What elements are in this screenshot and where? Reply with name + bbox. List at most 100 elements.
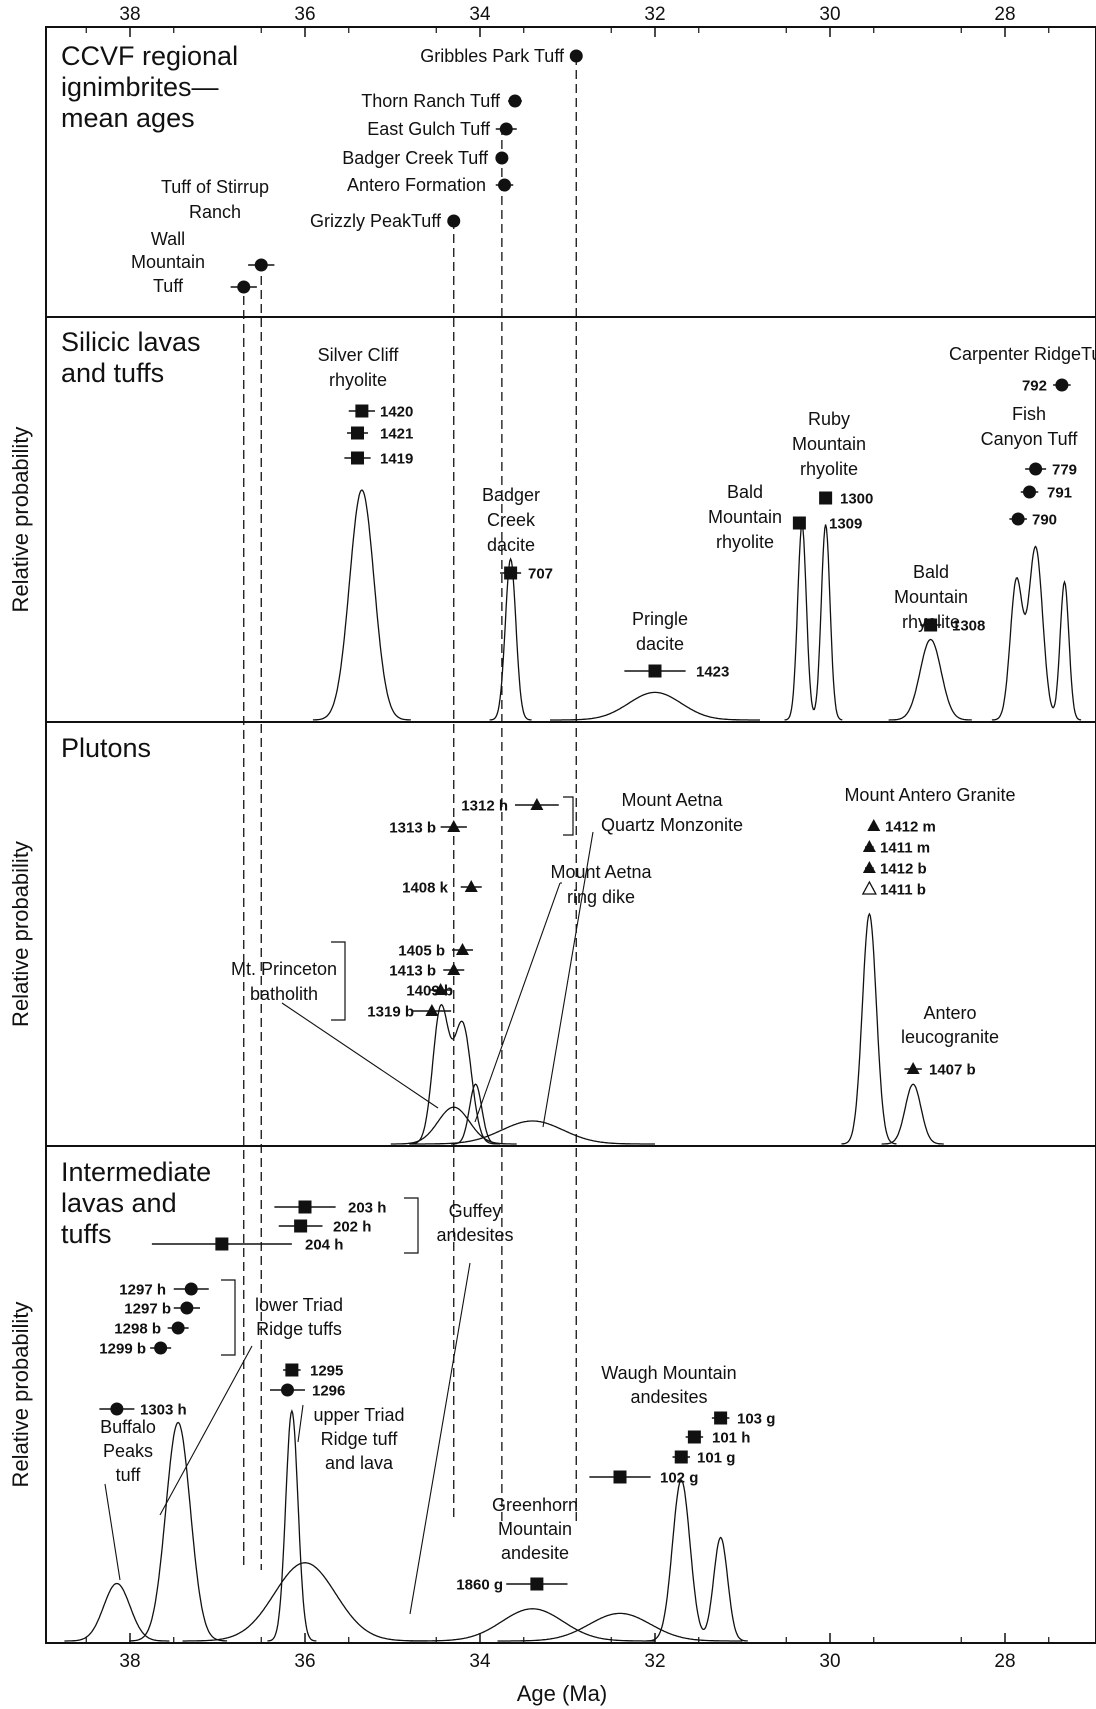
sample-label: 202 h [333, 1219, 371, 1236]
sample-label: 1295 [310, 1363, 343, 1380]
data-point-circle [495, 151, 509, 165]
sample-label: 1300 [840, 491, 873, 508]
sample-label: 1860 g [456, 1577, 503, 1594]
sample-label: 1409 b [406, 983, 453, 1000]
point-label: East Gulch Tuff [367, 119, 491, 139]
probability-curve [410, 1608, 655, 1642]
probability-curve [991, 545, 1082, 721]
probability-curve [784, 524, 843, 721]
point-label: Mountain [131, 252, 205, 272]
sample-label: 791 [1047, 485, 1072, 502]
sample-label: 1297 h [119, 1282, 166, 1299]
data-point-square [687, 1430, 701, 1444]
panel-title-line: Silicic lavas [61, 327, 201, 357]
bracket [404, 1197, 419, 1254]
probability-curve [390, 1106, 517, 1145]
y-axis-label: Relative probability [8, 1302, 33, 1488]
sample-label: 101 g [697, 1450, 735, 1467]
group-label: andesite [501, 1543, 569, 1563]
leader-line [542, 831, 594, 1128]
point-label: Ranch [189, 202, 241, 222]
probability-curve [550, 691, 760, 721]
data-point-circle [254, 258, 268, 272]
sample-label: 792 [1022, 378, 1047, 395]
data-point-circle [499, 122, 513, 136]
panel-title-line: CCVF regional [61, 41, 238, 71]
leader-line [281, 1002, 439, 1109]
panel-title-line: Intermediate [61, 1157, 211, 1187]
probability-curve [881, 1083, 944, 1145]
data-point-square [530, 1577, 544, 1591]
data-point-triangle-open [861, 880, 877, 895]
group-label: Mountain [894, 587, 968, 607]
point-label: Wall [151, 229, 185, 249]
group-label: Antero [923, 1003, 976, 1023]
sample-label: 790 [1032, 512, 1057, 529]
data-point-circle [110, 1402, 124, 1416]
group-label: Mt. Princeton [231, 959, 337, 979]
group-label: Ridge tuff [321, 1429, 399, 1449]
group-label: rhyolite [800, 459, 858, 479]
panel-title-line: Plutons [61, 733, 151, 763]
data-point-square [351, 451, 364, 465]
group-label: rhyolite [329, 370, 387, 390]
data-point-circle [498, 178, 511, 192]
data-point-circle [171, 1321, 185, 1335]
sample-label: 1413 b [389, 963, 436, 980]
panel-title-line: and tuffs [61, 358, 164, 388]
x-tick-label-bottom: 36 [294, 1651, 315, 1672]
data-point-circle [281, 1383, 294, 1397]
sample-label: 1407 b [929, 1062, 976, 1079]
leader-line [159, 1345, 253, 1516]
data-point-square [792, 516, 806, 530]
data-point-square [714, 1411, 728, 1425]
group-label: Bald [727, 482, 763, 502]
y-axis-label: Relative probability [8, 427, 33, 613]
data-point-square [613, 1470, 627, 1484]
point-label: Badger Creek Tuff [342, 148, 489, 168]
x-tick-label-bottom: 38 [119, 1651, 140, 1672]
panel-2: Plutons Relative probability Mount Aetna Qu… [8, 733, 1016, 1145]
sample-label: 1421 [380, 426, 413, 443]
group-label: Fish [1012, 404, 1046, 424]
sample-label: 1405 b [398, 943, 445, 960]
group-label: Peaks [103, 1441, 153, 1461]
group-label: batholith [250, 984, 318, 1004]
data-point-square [298, 1200, 312, 1214]
data-point-circle [447, 214, 461, 228]
group-label: Silver Cliff [318, 345, 400, 365]
sample-label: 1412 b [880, 861, 927, 878]
group-label: Mount Antero Granite [844, 785, 1015, 805]
point-label: Tuff of Stirrup [161, 177, 269, 197]
bracket [221, 1279, 236, 1356]
data-point-triangle [456, 943, 469, 955]
leader-line [409, 1262, 471, 1615]
sample-label: 1297 b [124, 1301, 171, 1318]
sample-label: 1303 h [140, 1402, 187, 1419]
sample-label: 1319 b [367, 1004, 414, 1021]
sample-label: 103 g [737, 1411, 775, 1428]
leader-line [474, 882, 561, 1123]
sample-label: 102 g [660, 1470, 698, 1487]
sample-label: 1411 m [880, 840, 930, 857]
data-point-square [504, 566, 518, 580]
x-axis-label: Age (Ma) [517, 1681, 607, 1706]
data-point-circle [154, 1341, 168, 1355]
data-point-circle [237, 280, 251, 294]
data-point-square [294, 1219, 308, 1233]
panel-title-line: mean ages [61, 103, 195, 133]
sample-label: 1309 [829, 516, 862, 533]
x-tick-label-top: 32 [644, 4, 665, 25]
sample-label: 1298 b [114, 1321, 161, 1338]
sample-label: 1408 k [402, 880, 449, 897]
sample-label: 101 h [712, 1430, 750, 1447]
group-label: ring dike [567, 887, 635, 907]
data-point-triangle [447, 963, 461, 975]
data-point-circle [180, 1301, 194, 1315]
group-label: andesites [436, 1225, 513, 1245]
sample-label: 1411 b [880, 882, 926, 899]
